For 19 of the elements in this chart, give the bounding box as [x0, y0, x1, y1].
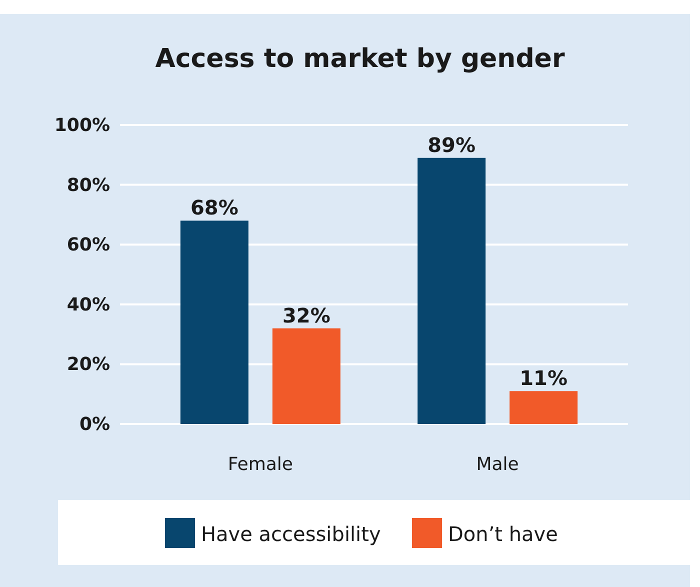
legend-label: Don’t have — [448, 522, 558, 546]
text: 11% — [520, 366, 568, 390]
text: 32% — [282, 303, 330, 328]
chart-title: Access to market by gender — [155, 44, 565, 74]
y-tick-label: 100% — [54, 115, 110, 136]
x-tick-label: Male — [476, 454, 519, 475]
y-tick-label: 40% — [66, 294, 110, 316]
legend-label: Have accessibility — [201, 522, 381, 546]
y-tick-label: 0% — [79, 414, 110, 435]
bar — [272, 328, 340, 424]
y-tick-label: 20% — [66, 354, 110, 376]
bar — [418, 158, 486, 424]
text: 68% — [190, 196, 238, 220]
text: 89% — [428, 132, 476, 157]
x-tick-label: Female — [228, 454, 293, 475]
bar — [510, 391, 578, 424]
y-tick-label: 60% — [66, 234, 110, 256]
y-tick-label: 80% — [66, 174, 110, 196]
bar — [180, 220, 248, 424]
